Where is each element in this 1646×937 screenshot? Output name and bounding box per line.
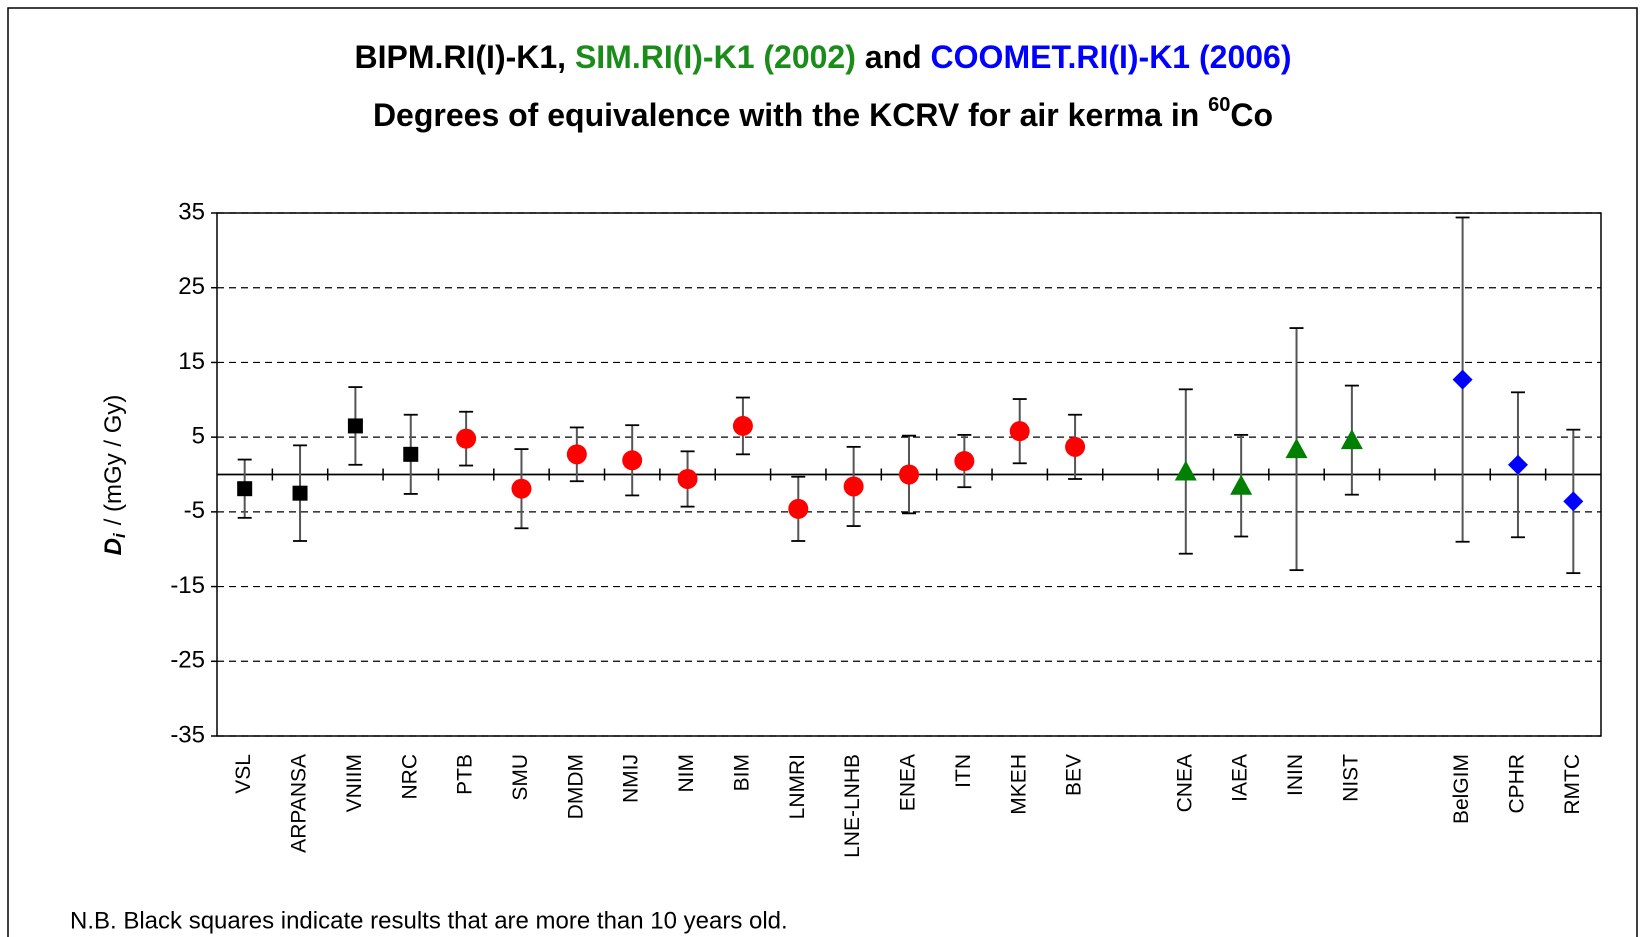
marker: [456, 428, 477, 449]
x-tick-label: NMIJ: [620, 754, 643, 803]
x-tick-label: NRC: [398, 754, 421, 800]
y-tick-label: -25: [170, 647, 205, 674]
x-tick-label: NIM: [675, 754, 698, 793]
ylabel-unit: / (mGy / Gy): [100, 395, 127, 526]
marker: [566, 444, 587, 465]
marker: [843, 476, 864, 497]
x-tick-label: CPHR: [1506, 754, 1529, 814]
y-tick-label: 5: [192, 422, 205, 449]
title-segment: BIPM.RI(I)-K1,: [355, 39, 567, 75]
subtitle-text: Degrees of equivalence with the KCRV for…: [373, 97, 1199, 133]
marker: [1230, 474, 1253, 495]
marker: [1452, 369, 1473, 390]
y-tick-label: -15: [170, 572, 205, 599]
x-tick-label: IAEA: [1229, 754, 1252, 802]
marker: [292, 485, 308, 501]
marker: [1507, 454, 1528, 475]
x-tick-label: ITN: [952, 754, 975, 788]
chart-title: BIPM.RI(I)-K1, SIM.RI(I)-K1 (2002) and C…: [355, 39, 1292, 75]
x-tick-label: DMDM: [564, 754, 587, 819]
x-tick-label: ARPANSA: [288, 754, 311, 853]
x-tick-label: BelGIM: [1450, 754, 1473, 824]
x-tick-label: CNEA: [1173, 754, 1196, 812]
chart-subtitle: Degrees of equivalence with the KCRV for…: [373, 94, 1273, 133]
marker: [347, 418, 363, 434]
x-tick-label: BIM: [730, 754, 753, 791]
x-tick-label: LNMRI: [786, 754, 809, 819]
y-tick-label: -5: [184, 497, 205, 524]
x-tick-label: ENEA: [897, 754, 920, 811]
x-tick-label: SMU: [509, 754, 532, 801]
x-tick-label: LNE-LNHB: [841, 754, 864, 858]
y-tick-label: -35: [170, 721, 205, 748]
y-tick-label: 35: [178, 198, 205, 225]
marker: [1340, 429, 1363, 450]
x-tick-label: VSL: [232, 754, 255, 794]
y-tick-label: 15: [178, 348, 205, 375]
x-tick-label: MKEH: [1007, 754, 1030, 815]
marker: [954, 451, 975, 472]
ylabel-symbol: D: [100, 538, 127, 555]
subtitle-superscript: 60: [1208, 94, 1230, 116]
frame: [7, 7, 1638, 937]
x-tick-label: VNIIM: [343, 754, 366, 812]
x-tick-label: BEV: [1063, 754, 1086, 796]
marker: [622, 450, 643, 471]
marker: [732, 415, 753, 436]
marker: [237, 481, 253, 497]
footnote: N.B. Black squares indicate results that…: [70, 907, 788, 934]
marker: [677, 468, 698, 489]
x-tick-label: NIST: [1339, 754, 1362, 802]
marker: [1174, 460, 1197, 481]
title-segment: and: [865, 39, 922, 75]
marker: [899, 464, 919, 485]
title-segment: SIM.RI(I)-K1 (2002): [575, 39, 856, 75]
y-axis-label: Di / (mGy / Gy): [100, 395, 129, 556]
marker: [403, 446, 419, 462]
ylabel-subscript: i: [110, 532, 129, 538]
x-tick-label: ININ: [1284, 754, 1307, 796]
marker: [1009, 421, 1030, 442]
title-segment: COOMET.RI(I)-K1 (2006): [931, 39, 1292, 75]
x-tick-label: PTB: [454, 754, 477, 795]
marker: [1285, 438, 1308, 459]
marker: [788, 498, 809, 519]
x-tick-label: RMTC: [1561, 754, 1584, 815]
marker: [511, 478, 532, 499]
subtitle-suffix: Co: [1230, 97, 1273, 133]
y-tick-label: 25: [178, 273, 205, 300]
marker: [1065, 436, 1086, 457]
marker: [1563, 491, 1584, 512]
